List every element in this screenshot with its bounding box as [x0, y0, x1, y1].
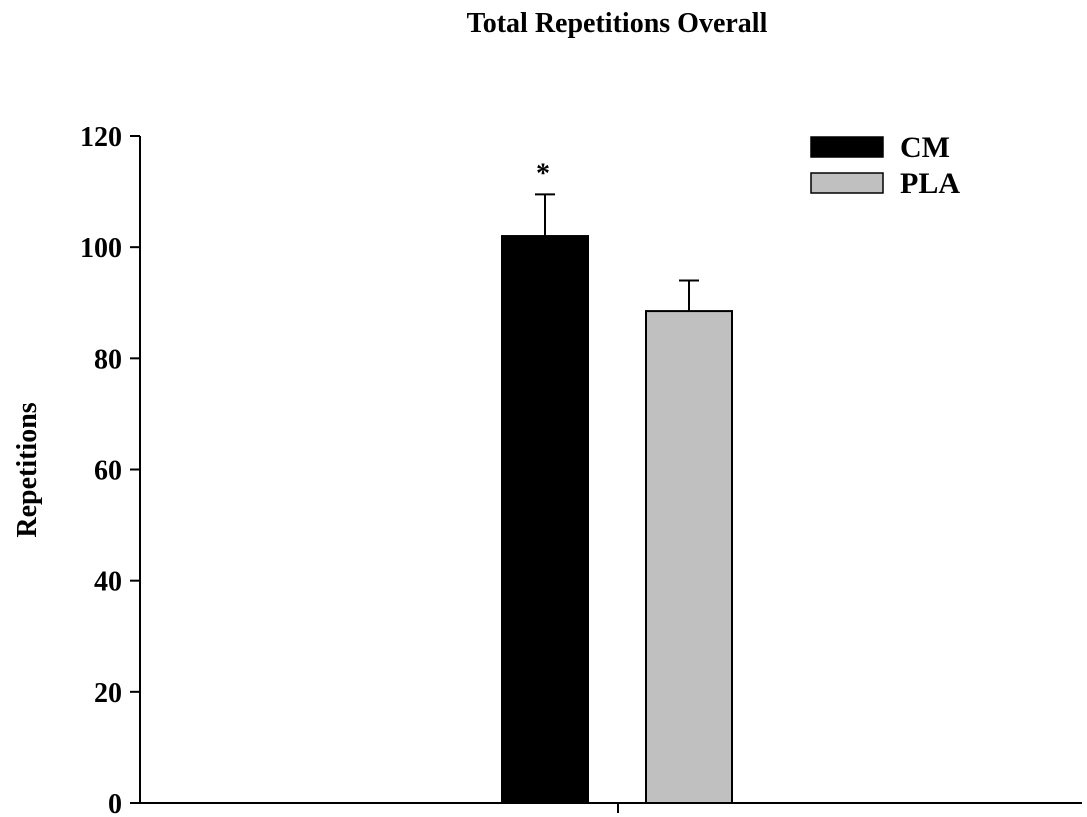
y-tick-label: 40	[94, 567, 122, 598]
legend-swatch-pla	[810, 172, 884, 194]
chart-title: Total Repetitions Overall	[467, 8, 768, 39]
bar-pla	[645, 310, 733, 804]
legend-swatch-cm	[810, 136, 884, 158]
y-tick-label: 100	[80, 233, 122, 264]
y-axis-label: Repetitions	[12, 402, 43, 537]
legend-label-cm: CM	[900, 131, 950, 164]
significance-marker: *	[536, 158, 550, 189]
y-tick-label: 120	[80, 122, 122, 153]
bar-cm	[501, 235, 589, 805]
y-tick-label: 20	[94, 678, 122, 709]
y-tick-label: 0	[108, 789, 122, 817]
axes: 0 20 40 60 80 100 120	[80, 122, 1082, 817]
y-tick-label: 80	[94, 344, 122, 375]
bars: *	[501, 158, 733, 805]
legend-label-pla: PLA	[900, 167, 960, 200]
y-tick-label: 60	[94, 456, 122, 487]
